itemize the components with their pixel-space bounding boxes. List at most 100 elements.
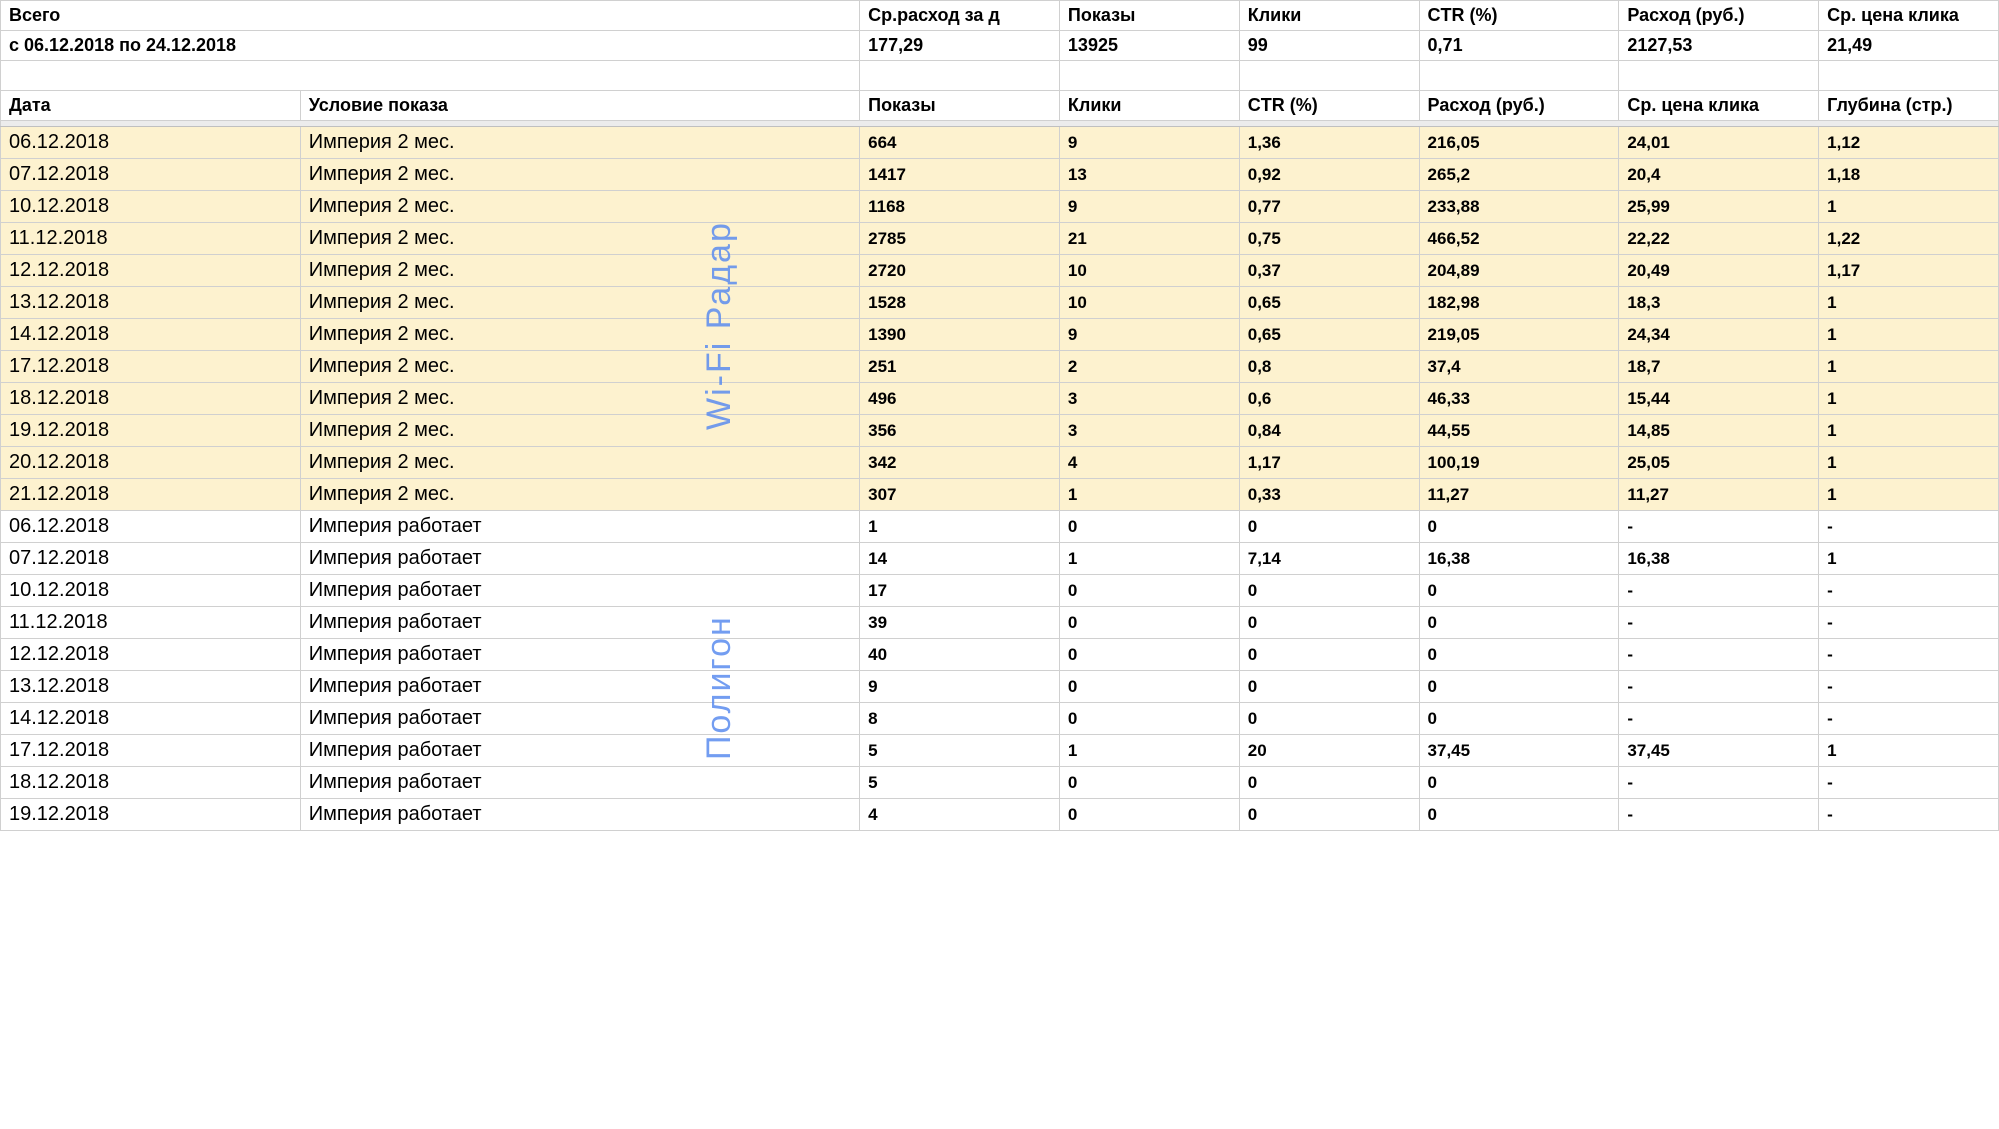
cell-metric: 100,19 xyxy=(1419,447,1619,479)
cell-metric: 1 xyxy=(1819,447,1999,479)
cell-metric: 2 xyxy=(1059,351,1239,383)
cell-metric: 18,3 xyxy=(1619,287,1819,319)
summary-val-5: 21,49 xyxy=(1819,31,1999,61)
cell-metric: 0,65 xyxy=(1239,319,1419,351)
cell-metric: 1 xyxy=(1059,543,1239,575)
cell-metric: - xyxy=(1619,671,1819,703)
col-header-7: Глубина (стр.) xyxy=(1819,91,1999,121)
cell-condition: Империя 2 мес. xyxy=(300,127,859,159)
summary-col-5: Ср. цена клика xyxy=(1819,1,1999,31)
cell-metric: 1,36 xyxy=(1239,127,1419,159)
table-row: 07.12.2018Империя работает1417,1416,3816… xyxy=(1,543,1999,575)
table-row: 14.12.2018Империя 2 мес.139090,65219,052… xyxy=(1,319,1999,351)
col-header-6: Ср. цена клика xyxy=(1619,91,1819,121)
cell-condition: Империя 2 мес. xyxy=(300,287,859,319)
cell-metric: 39 xyxy=(860,607,1060,639)
cell-metric: 25,99 xyxy=(1619,191,1819,223)
cell-metric: - xyxy=(1619,607,1819,639)
cell-metric: 2785 xyxy=(860,223,1060,255)
cell-metric: 40 xyxy=(860,639,1060,671)
table-row: 06.12.2018Империя 2 мес.66491,36216,0524… xyxy=(1,127,1999,159)
cell-metric: 8 xyxy=(860,703,1060,735)
cell-metric: 1 xyxy=(1819,351,1999,383)
cell-metric: 9 xyxy=(860,671,1060,703)
cell-metric: 14 xyxy=(860,543,1060,575)
cell-metric: 0,77 xyxy=(1239,191,1419,223)
cell-metric: 16,38 xyxy=(1419,543,1619,575)
cell-condition: Империя работает xyxy=(300,607,859,639)
cell-metric: 466,52 xyxy=(1419,223,1619,255)
cell-condition: Империя работает xyxy=(300,543,859,575)
table-row: 19.12.2018Империя работает4000-- xyxy=(1,799,1999,831)
cell-metric: 7,14 xyxy=(1239,543,1419,575)
cell-metric: 1390 xyxy=(860,319,1060,351)
cell-metric: 0 xyxy=(1059,575,1239,607)
cell-date: 19.12.2018 xyxy=(1,415,301,447)
cell-metric: 18,7 xyxy=(1619,351,1819,383)
cell-metric: 1,22 xyxy=(1819,223,1999,255)
cell-metric: 1 xyxy=(1819,479,1999,511)
summary-val-2: 99 xyxy=(1239,31,1419,61)
table-row: 11.12.2018Империя 2 мес.2785210,75466,52… xyxy=(1,223,1999,255)
cell-metric: 11,27 xyxy=(1619,479,1819,511)
cell-metric: 0 xyxy=(1419,607,1619,639)
cell-metric: 1 xyxy=(1819,287,1999,319)
table-row: 12.12.2018Империя работает40000-- xyxy=(1,639,1999,671)
cell-metric: 0 xyxy=(1059,639,1239,671)
summary-col-2: Клики xyxy=(1239,1,1419,31)
cell-metric: 0 xyxy=(1419,511,1619,543)
cell-metric: 9 xyxy=(1059,319,1239,351)
cell-metric: 0 xyxy=(1239,575,1419,607)
cell-date: 13.12.2018 xyxy=(1,671,301,703)
cell-metric: 0,8 xyxy=(1239,351,1419,383)
cell-metric: 0 xyxy=(1239,799,1419,831)
cell-metric: 24,01 xyxy=(1619,127,1819,159)
cell-metric: 0,84 xyxy=(1239,415,1419,447)
cell-metric: 0 xyxy=(1419,703,1619,735)
cell-metric: 1 xyxy=(1819,735,1999,767)
report-table: Всего Ср.расход за д Показы Клики CTR (%… xyxy=(0,0,1999,831)
cell-date: 06.12.2018 xyxy=(1,127,301,159)
cell-condition: Империя 2 мес. xyxy=(300,223,859,255)
cell-metric: 342 xyxy=(860,447,1060,479)
cell-condition: Империя 2 мес. xyxy=(300,415,859,447)
cell-condition: Империя 2 мес. xyxy=(300,319,859,351)
table-row: 17.12.2018Империя работает512037,4537,45… xyxy=(1,735,1999,767)
cell-metric: 1,17 xyxy=(1819,255,1999,287)
cell-condition: Империя 2 мес. xyxy=(300,447,859,479)
col-header-3: Клики xyxy=(1059,91,1239,121)
cell-date: 18.12.2018 xyxy=(1,383,301,415)
cell-metric: 307 xyxy=(860,479,1060,511)
cell-metric: - xyxy=(1619,799,1819,831)
cell-date: 11.12.2018 xyxy=(1,607,301,639)
cell-metric: 22,22 xyxy=(1619,223,1819,255)
cell-metric: 46,33 xyxy=(1419,383,1619,415)
col-header-4: CTR (%) xyxy=(1239,91,1419,121)
cell-condition: Империя 2 мес. xyxy=(300,479,859,511)
cell-metric: 0 xyxy=(1419,799,1619,831)
cell-metric: 182,98 xyxy=(1419,287,1619,319)
date-range: с 06.12.2018 по 24.12.2018 xyxy=(1,31,860,61)
table-row: 13.12.2018Империя работает9000-- xyxy=(1,671,1999,703)
cell-date: 21.12.2018 xyxy=(1,479,301,511)
table-row: 12.12.2018Империя 2 мес.2720100,37204,89… xyxy=(1,255,1999,287)
cell-metric: 9 xyxy=(1059,191,1239,223)
table-row: 18.12.2018Империя 2 мес.49630,646,3315,4… xyxy=(1,383,1999,415)
cell-metric: - xyxy=(1619,511,1819,543)
cell-metric: 3 xyxy=(1059,383,1239,415)
cell-metric: 0 xyxy=(1059,767,1239,799)
cell-metric: 14,85 xyxy=(1619,415,1819,447)
cell-metric: 2720 xyxy=(860,255,1060,287)
cell-metric: 1 xyxy=(1819,383,1999,415)
table-header-row: Дата Условие показа Показы Клики CTR (%)… xyxy=(1,91,1999,121)
col-header-date: Дата xyxy=(1,91,301,121)
cell-metric: 1528 xyxy=(860,287,1060,319)
summary-val-3: 0,71 xyxy=(1419,31,1619,61)
table-row: 10.12.2018Империя 2 мес.116890,77233,882… xyxy=(1,191,1999,223)
cell-metric: 16,38 xyxy=(1619,543,1819,575)
cell-metric: 24,34 xyxy=(1619,319,1819,351)
cell-date: 10.12.2018 xyxy=(1,575,301,607)
cell-metric: 5 xyxy=(860,735,1060,767)
cell-metric: 1 xyxy=(1819,319,1999,351)
cell-metric: 9 xyxy=(1059,127,1239,159)
